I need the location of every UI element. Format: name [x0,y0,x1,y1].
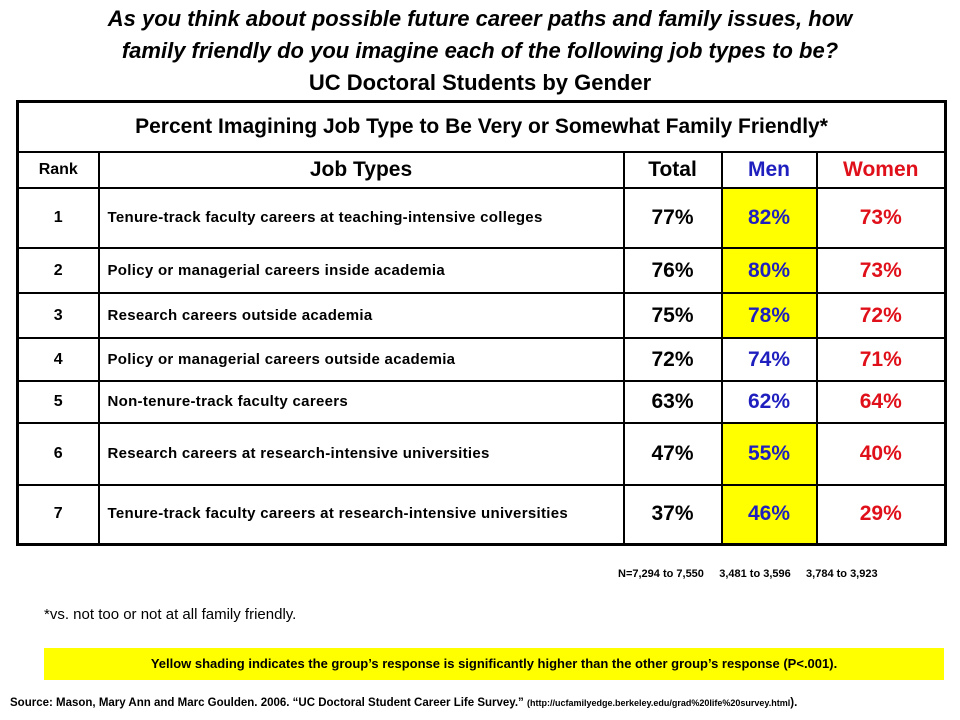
total-cell: 72% [622,337,723,382]
header-cell: Total [622,151,723,189]
table-row: 6 Research careers at research-intensive … [16,422,947,486]
source-end: ). [790,697,798,709]
men-cell: 78% [720,292,818,339]
rank-cell: 5 [16,380,100,424]
table-row: 7 Tenure-track faculty careers at researc… [16,484,947,545]
job-cell: Tenure-track faculty careers at teaching… [97,187,625,249]
sample-size: 3,784 to 3,923 [806,568,878,580]
total-cell: 75% [622,292,723,339]
women-cell: 72% [815,292,947,339]
table-row: 2 Policy or managerial careers inside aca… [16,247,947,294]
job-cell: Policy or managerial careers inside acad… [97,247,625,294]
men-cell: 82% [720,187,818,249]
total-cell: 37% [622,484,723,545]
women-cell: 73% [815,247,947,294]
women-cell: 71% [815,337,947,382]
job-cell: Non-tenure-track faculty careers [97,380,625,424]
job-cell: Research careers at research-intensive u… [97,422,625,486]
source: Source: Mason, Mary Ann and Marc Goulden… [10,697,797,709]
header-cell: Rank [16,151,100,189]
women-cell: 73% [815,187,947,249]
sample-size: N=7,294 to 7,550 [618,568,704,580]
sample-size: 3,481 to 3,596 [719,568,791,580]
men-cell: 55% [720,422,818,486]
rank-cell: 7 [16,484,100,545]
table-row: 3 Research careers outside academia 75% 78%… [16,292,947,339]
rank-cell: 2 [16,247,100,294]
rank-cell: 6 [16,422,100,486]
men-cell: 62% [720,380,818,424]
table-row: 1 Tenure-track faculty careers at teachin… [16,187,947,249]
total-cell: 77% [622,187,723,249]
rank-cell: 1 [16,187,100,249]
job-cell: Research careers outside academia [97,292,625,339]
header-cell: Men [720,151,818,189]
source-url: (http://ucfamilyedge.berkeley.edu/grad%2… [526,698,791,708]
women-cell: 40% [815,422,947,486]
header-cell: Women [815,151,947,189]
header-cell: Job Types [97,151,625,189]
table-row: 5 Non-tenure-track faculty careers 63% 62% 6… [16,380,947,424]
job-cell: Policy or managerial careers outside aca… [97,337,625,382]
title-line: UC Doctoral Students by Gender [308,70,652,95]
title-line: As you think about possible future caree… [107,6,853,31]
footnote: *vs. not too or not at all family friend… [44,606,297,623]
rank-cell: 4 [16,337,100,382]
job-cell: Tenure-track faculty careers at research… [97,484,625,545]
table-caption: Percent Imagining Job Type to Be Very or… [16,100,947,153]
women-cell: 29% [815,484,947,545]
men-cell: 74% [720,337,818,382]
total-cell: 63% [622,380,723,424]
source-text: Source: Mason, Mary Ann and Marc Goulden… [10,697,527,709]
total-cell: 47% [622,422,723,486]
title-line: family friendly do you imagine each of t… [121,38,839,63]
men-cell: 46% [720,484,818,545]
women-cell: 64% [815,380,947,424]
sample-sizes: N=7,294 to 7,550 3,481 to 3,596 3,784 to… [618,568,878,580]
men-cell: 80% [720,247,818,294]
results-table: Percent Imagining Job Type to Be Very or… [16,100,948,546]
table-row: 4 Policy or managerial careers outside ac… [16,337,947,382]
rank-cell: 3 [16,292,100,339]
shading-note: Yellow shading indicates the group’s res… [44,648,944,680]
total-cell: 76% [622,247,723,294]
